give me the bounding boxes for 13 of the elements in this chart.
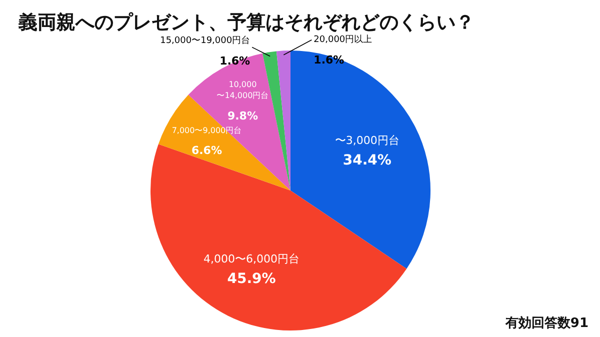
slice-label: 15,000〜19,000円台 [160,35,250,46]
data-label: 34.4% [342,152,392,169]
slice-label: 10,000 〜14,000円台 [216,80,269,100]
slice-label: 4,000〜6,000円台 [204,252,300,266]
slice-label: 20,000円以上 [314,34,372,45]
text: 有効回答数91 [504,315,589,331]
data-label: 45.9% [227,271,276,288]
data-label: 9.8% [227,109,258,122]
slice-label: 〜3,000円台 [334,134,400,148]
data-label: 6.6% [191,144,222,158]
data-label: 1.6% [314,53,344,66]
chart-title: 義両親へのプレゼント、予算はそれぞれどのくらい？ [18,12,474,34]
slice-label: 7,000〜9,000円台 [172,126,242,136]
